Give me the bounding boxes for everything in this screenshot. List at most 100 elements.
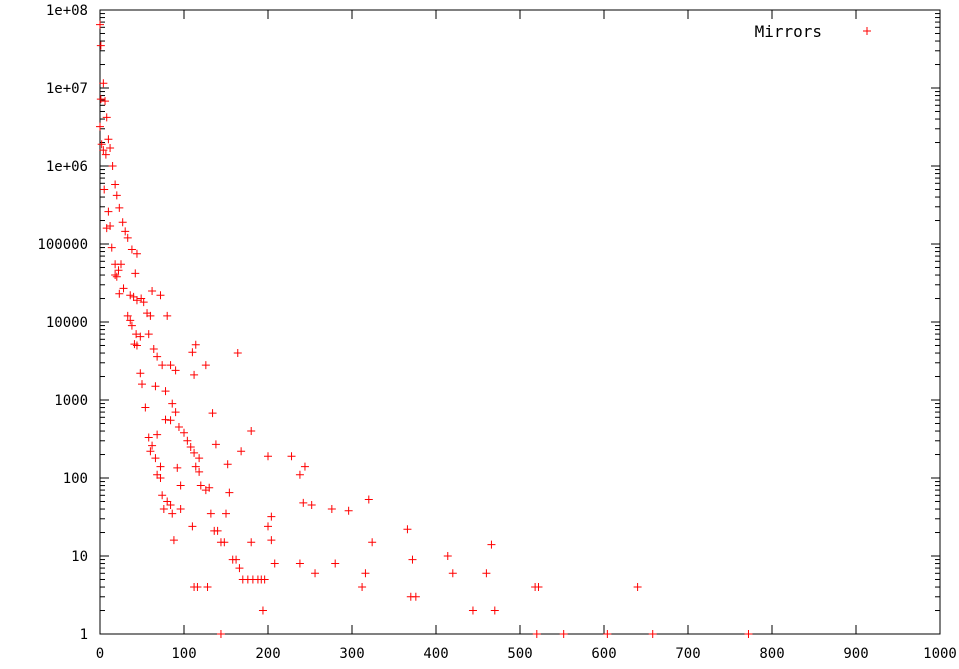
- data-point: [270, 559, 279, 568]
- data-point: [206, 509, 215, 518]
- data-point: [295, 559, 304, 568]
- data-point: [168, 509, 177, 518]
- data-point: [117, 260, 125, 269]
- data-point: [101, 150, 110, 159]
- data-point: [158, 491, 167, 500]
- data-point: [299, 498, 308, 507]
- data-point: [132, 330, 141, 339]
- x-tick-label: 900: [843, 646, 868, 662]
- data-point: [131, 269, 140, 278]
- data-point: [267, 512, 276, 521]
- data-point: [186, 442, 195, 451]
- data-point: [166, 416, 175, 425]
- data-point: [247, 538, 256, 547]
- x-tick-label: 700: [675, 646, 700, 662]
- data-point: [132, 249, 141, 258]
- data-point: [237, 447, 246, 456]
- data-point: [121, 227, 130, 236]
- data-point: [490, 606, 499, 615]
- data-point: [123, 233, 132, 242]
- data-point: [106, 222, 115, 231]
- data-point: [102, 113, 111, 122]
- y-tick-label: 1e+07: [46, 81, 88, 97]
- data-point: [119, 284, 128, 293]
- data-point: [129, 292, 138, 301]
- x-tick-label: 200: [255, 646, 280, 662]
- data-point: [171, 408, 180, 417]
- data-point: [146, 447, 155, 456]
- data-point: [171, 366, 180, 375]
- data-point: [156, 462, 165, 471]
- x-tick-label: 1000: [923, 646, 957, 662]
- data-point: [123, 311, 132, 320]
- x-tick-label: 500: [507, 646, 532, 662]
- data-point: [648, 630, 657, 638]
- data-point: [358, 583, 367, 592]
- data-point: [411, 592, 420, 601]
- data-point: [115, 203, 124, 212]
- data-point: [193, 583, 202, 592]
- data-point: [96, 95, 105, 104]
- data-points: [96, 20, 753, 638]
- data-point: [96, 122, 104, 131]
- data-point: [144, 330, 153, 339]
- data-point: [107, 243, 116, 252]
- data-point: [211, 440, 220, 449]
- data-point: [102, 224, 111, 233]
- data-point: [138, 380, 146, 389]
- axes: 0 100 200 300 400 500 600 700 800 900 1000 1 10 100 10…: [37, 3, 956, 662]
- y-tick-label: 100: [63, 471, 88, 487]
- x-tick-label: 100: [171, 646, 196, 662]
- data-point: [156, 291, 165, 300]
- data-point: [603, 630, 612, 638]
- data-point: [468, 606, 477, 615]
- data-point: [191, 462, 200, 471]
- data-point: [267, 536, 276, 545]
- data-point: [232, 555, 241, 564]
- data-point: [208, 409, 217, 418]
- data-point: [744, 630, 753, 638]
- data-point: [136, 369, 145, 378]
- data-point: [487, 540, 496, 549]
- data-point: [216, 630, 225, 638]
- x-tick-label: 0: [96, 646, 104, 662]
- data-point: [111, 180, 120, 189]
- x-tick-label: 600: [591, 646, 616, 662]
- legend: Mirrors: [755, 22, 871, 41]
- data-point: [127, 245, 136, 254]
- y-tick-label: 10000: [46, 315, 88, 331]
- data-point: [126, 316, 135, 325]
- data-point: [173, 463, 182, 472]
- data-point: [190, 370, 199, 379]
- data-point: [96, 20, 104, 29]
- data-point: [264, 522, 272, 531]
- x-tick-label: 400: [423, 646, 448, 662]
- data-point: [136, 332, 145, 341]
- data-point: [264, 452, 272, 461]
- data-point: [287, 452, 296, 461]
- data-point: [144, 433, 153, 442]
- data-point: [203, 583, 212, 592]
- data-point: [168, 399, 177, 408]
- data-point: [258, 606, 267, 615]
- x-tick-label: 800: [759, 646, 784, 662]
- data-point: [188, 522, 197, 531]
- data-point: [300, 462, 309, 471]
- data-point: [443, 552, 452, 560]
- data-point: [99, 79, 108, 88]
- data-point: [195, 467, 204, 476]
- data-point: [127, 321, 136, 330]
- data-point: [153, 470, 162, 479]
- data-point: [166, 361, 175, 370]
- y-tick-label: 10: [71, 549, 88, 565]
- data-point: [126, 291, 135, 300]
- data-point: [188, 348, 197, 357]
- data-point: [633, 583, 642, 592]
- data-point: [534, 583, 543, 592]
- data-point: [101, 97, 110, 106]
- data-point: [159, 505, 168, 514]
- data-point: [205, 483, 214, 492]
- data-point: [112, 272, 121, 281]
- data-point: [176, 481, 185, 490]
